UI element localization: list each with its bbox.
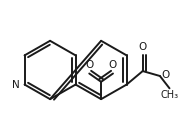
Text: O: O — [109, 60, 117, 70]
Text: CH₃: CH₃ — [160, 90, 178, 100]
Text: O: O — [162, 70, 170, 80]
Text: O: O — [139, 42, 147, 53]
Text: N: N — [12, 80, 20, 90]
Text: O: O — [85, 60, 93, 70]
